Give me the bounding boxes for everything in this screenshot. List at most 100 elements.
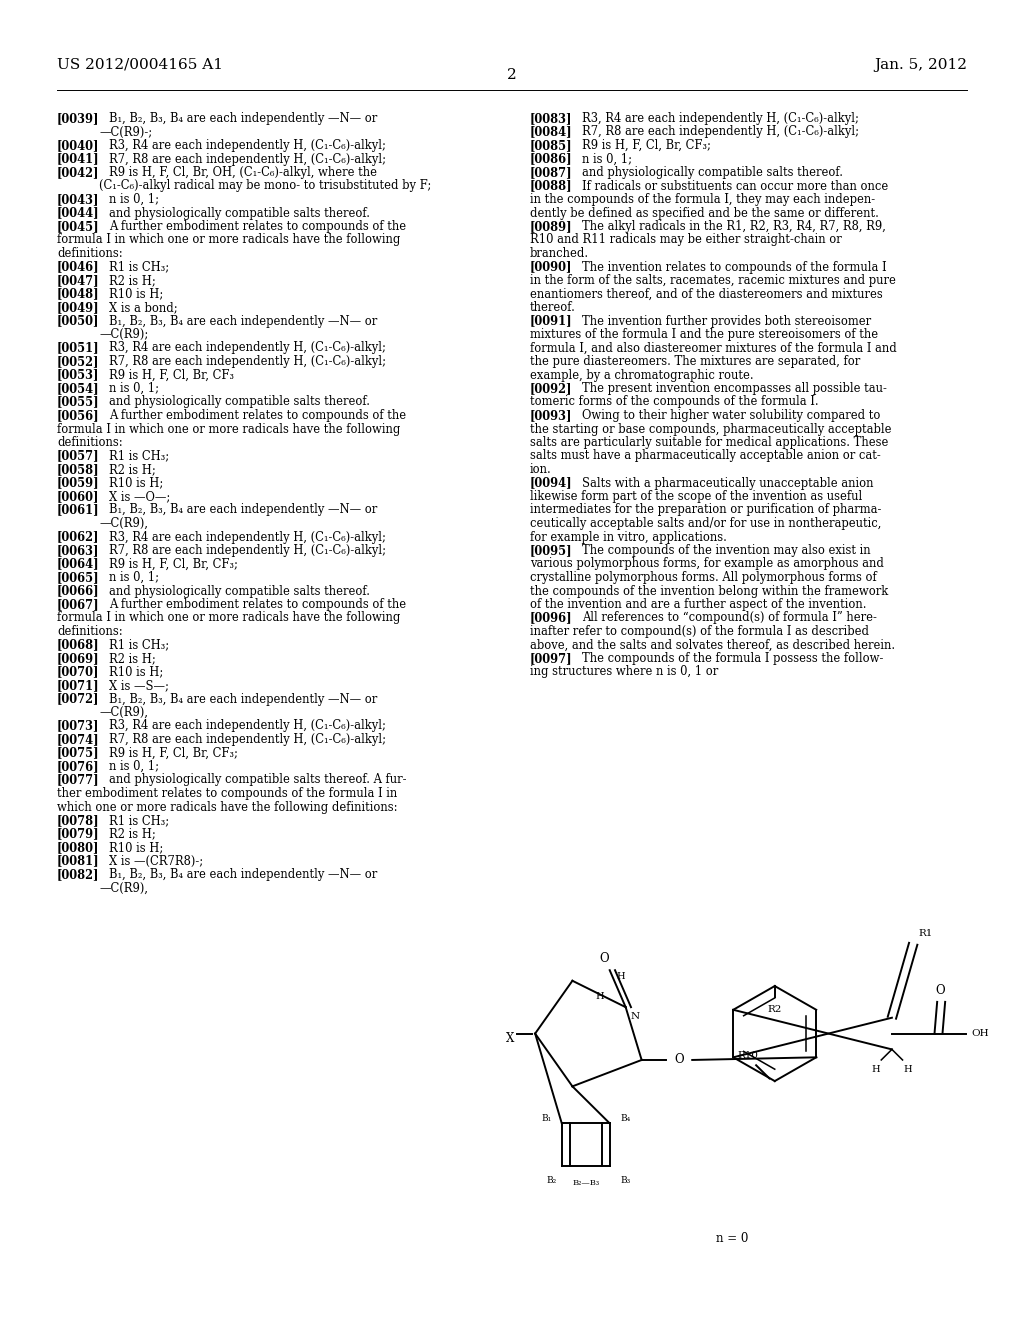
Text: H: H [903, 1065, 912, 1074]
Text: example, by a chromatographic route.: example, by a chromatographic route. [530, 368, 754, 381]
Text: [0057]: [0057] [57, 450, 99, 462]
Text: the starting or base compounds, pharmaceutically acceptable: the starting or base compounds, pharmace… [530, 422, 892, 436]
Text: [0091]: [0091] [530, 314, 572, 327]
Text: [0054]: [0054] [57, 381, 99, 395]
Text: [0088]: [0088] [530, 180, 572, 193]
Text: [0059]: [0059] [57, 477, 99, 490]
Text: R1 is CH₃;: R1 is CH₃; [109, 814, 169, 828]
Text: formula I in which one or more radicals have the following: formula I in which one or more radicals … [57, 422, 400, 436]
Text: branched.: branched. [530, 247, 589, 260]
Text: [0070]: [0070] [57, 665, 99, 678]
Text: [0082]: [0082] [57, 869, 99, 880]
Text: [0041]: [0041] [57, 153, 99, 165]
Text: [0072]: [0072] [57, 693, 99, 705]
Text: B₂—B₃: B₂—B₃ [572, 1179, 599, 1187]
Text: and physiologically compatible salts thereof.: and physiologically compatible salts the… [582, 166, 843, 180]
Text: of the invention and are a further aspect of the invention.: of the invention and are a further aspec… [530, 598, 866, 611]
Text: [0053]: [0053] [57, 368, 99, 381]
Text: R7, R8 are each independently H, (C₁-C₆)-alkyl;: R7, R8 are each independently H, (C₁-C₆)… [109, 355, 386, 368]
Text: [0085]: [0085] [530, 139, 572, 152]
Text: formula I in which one or more radicals have the following: formula I in which one or more radicals … [57, 234, 400, 247]
Text: All references to “compound(s) of formula I” here-: All references to “compound(s) of formul… [582, 611, 877, 624]
Text: [0047]: [0047] [57, 275, 99, 286]
Text: X: X [506, 1032, 514, 1045]
Text: A further embodiment relates to compounds of the: A further embodiment relates to compound… [109, 220, 407, 234]
Text: n is 0, 1;: n is 0, 1; [109, 760, 159, 774]
Text: [0079]: [0079] [57, 828, 99, 841]
Text: [0084]: [0084] [530, 125, 572, 139]
Text: B₁, B₂, B₃, B₄ are each independently —N— or: B₁, B₂, B₃, B₄ are each independently —N… [109, 869, 377, 880]
Text: Owing to their higher water solubility compared to: Owing to their higher water solubility c… [582, 409, 881, 422]
Text: [0042]: [0042] [57, 166, 99, 180]
Text: formula I, and also diastereomer mixtures of the formula I and: formula I, and also diastereomer mixture… [530, 342, 897, 355]
Text: X is —O—;: X is —O—; [109, 490, 170, 503]
Text: The alkyl radicals in the R1, R2, R3, R4, R7, R8, R9,: The alkyl radicals in the R1, R2, R3, R4… [582, 220, 886, 234]
Text: n is 0, 1;: n is 0, 1; [109, 193, 159, 206]
Text: [0097]: [0097] [530, 652, 572, 665]
Text: inafter refer to compound(s) of the formula I as described: inafter refer to compound(s) of the form… [530, 624, 869, 638]
Text: ceutically acceptable salts and/or for use in nontherapeutic,: ceutically acceptable salts and/or for u… [530, 517, 882, 531]
Text: A further embodiment relates to compounds of the: A further embodiment relates to compound… [109, 598, 407, 611]
Text: A further embodiment relates to compounds of the: A further embodiment relates to compound… [109, 409, 407, 422]
Text: [0074]: [0074] [57, 733, 99, 746]
Text: [0090]: [0090] [530, 260, 572, 273]
Text: thereof.: thereof. [530, 301, 575, 314]
Text: R7, R8 are each independently H, (C₁-C₆)-alkyl;: R7, R8 are each independently H, (C₁-C₆)… [582, 125, 859, 139]
Text: [0083]: [0083] [530, 112, 572, 125]
Text: [0093]: [0093] [530, 409, 572, 422]
Text: [0060]: [0060] [57, 490, 99, 503]
Text: —C(R9),: —C(R9), [99, 517, 148, 531]
Text: [0064]: [0064] [57, 557, 99, 570]
Text: [0055]: [0055] [57, 396, 99, 408]
Text: [0076]: [0076] [57, 760, 99, 774]
Text: definitions:: definitions: [57, 436, 123, 449]
Text: [0043]: [0043] [57, 193, 99, 206]
Text: X is a bond;: X is a bond; [109, 301, 177, 314]
Text: [0044]: [0044] [57, 206, 99, 219]
Text: US 2012/0004165 A1: US 2012/0004165 A1 [57, 58, 223, 73]
Text: R2 is H;: R2 is H; [109, 275, 156, 286]
Text: B₁: B₁ [541, 1114, 551, 1122]
Text: B₃: B₃ [621, 1176, 631, 1185]
Text: R1 is CH₃;: R1 is CH₃; [109, 260, 169, 273]
Text: [0096]: [0096] [530, 611, 572, 624]
Text: [0068]: [0068] [57, 639, 99, 652]
Text: in the form of the salts, racemates, racemic mixtures and pure: in the form of the salts, racemates, rac… [530, 275, 896, 286]
Text: [0071]: [0071] [57, 678, 99, 692]
Text: above, and the salts and solvates thereof, as described herein.: above, and the salts and solvates thereo… [530, 639, 895, 652]
Text: R9 is H, F, Cl, Br, OH, (C₁-C₆)-alkyl, where the: R9 is H, F, Cl, Br, OH, (C₁-C₆)-alkyl, w… [109, 166, 377, 180]
Text: [0061]: [0061] [57, 503, 99, 516]
Text: R7, R8 are each independently H, (C₁-C₆)-alkyl;: R7, R8 are each independently H, (C₁-C₆)… [109, 153, 386, 165]
Text: X is —(CR7R8)-;: X is —(CR7R8)-; [109, 854, 203, 867]
Text: —C(R9)-;: —C(R9)-; [99, 125, 153, 139]
Text: R7, R8 are each independently H, (C₁-C₆)-alkyl;: R7, R8 are each independently H, (C₁-C₆)… [109, 544, 386, 557]
Text: [0089]: [0089] [530, 220, 572, 234]
Text: mixtures of the formula I and the pure stereoisomers of the: mixtures of the formula I and the pure s… [530, 327, 879, 341]
Text: R9 is H, F, Cl, Br, CF₃;: R9 is H, F, Cl, Br, CF₃; [109, 557, 238, 570]
Text: R9 is H, F, Cl, Br, CF₃;: R9 is H, F, Cl, Br, CF₃; [582, 139, 711, 152]
Text: [0080]: [0080] [57, 841, 99, 854]
Text: ion.: ion. [530, 463, 552, 477]
Text: OH: OH [972, 1030, 989, 1038]
Text: [0052]: [0052] [57, 355, 99, 368]
Text: and physiologically compatible salts thereof.: and physiologically compatible salts the… [109, 396, 370, 408]
Text: [0087]: [0087] [530, 166, 572, 180]
Text: R3, R4 are each independently H, (C₁-C₆)-alkyl;: R3, R4 are each independently H, (C₁-C₆)… [109, 139, 386, 152]
Text: [0095]: [0095] [530, 544, 572, 557]
Text: ing structures where n is 0, 1 or: ing structures where n is 0, 1 or [530, 665, 718, 678]
Text: [0069]: [0069] [57, 652, 99, 665]
Text: and physiologically compatible salts thereof.: and physiologically compatible salts the… [109, 585, 370, 598]
Text: X is —S—;: X is —S—; [109, 678, 169, 692]
Text: intermediates for the preparation or purification of pharma-: intermediates for the preparation or pur… [530, 503, 882, 516]
Text: B₁, B₂, B₃, B₄ are each independently —N— or: B₁, B₂, B₃, B₄ are each independently —N… [109, 693, 377, 705]
Text: O: O [674, 1053, 684, 1067]
Text: the compounds of the invention belong within the framework: the compounds of the invention belong wi… [530, 585, 888, 598]
Text: [0073]: [0073] [57, 719, 99, 733]
Text: B₁, B₂, B₃, B₄ are each independently —N— or: B₁, B₂, B₃, B₄ are each independently —N… [109, 503, 377, 516]
Text: various polymorphous forms, for example as amorphous and: various polymorphous forms, for example … [530, 557, 884, 570]
Text: [0081]: [0081] [57, 854, 99, 867]
Text: R10 and R11 radicals may be either straight-chain or: R10 and R11 radicals may be either strai… [530, 234, 842, 247]
Text: —C(R9);: —C(R9); [99, 327, 148, 341]
Text: [0056]: [0056] [57, 409, 99, 422]
Text: definitions:: definitions: [57, 247, 123, 260]
